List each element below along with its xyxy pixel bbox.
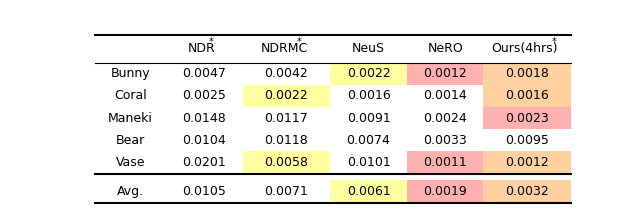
Bar [407,63,483,85]
Text: Coral: Coral [114,89,147,102]
Bar [483,180,571,203]
Text: 0.0042: 0.0042 [264,67,308,80]
Text: 0.0148: 0.0148 [182,112,226,125]
Bar [243,85,330,107]
Text: Ours(4hrs): Ours(4hrs) [492,42,558,55]
Text: Vase: Vase [116,156,145,169]
Text: Bear: Bear [116,134,145,147]
Text: 0.0025: 0.0025 [182,89,227,102]
Text: *: * [552,37,557,47]
Bar [330,63,407,85]
Text: 0.0071: 0.0071 [264,185,308,198]
Bar [243,151,330,174]
Text: *: * [296,37,301,47]
Text: NDRMC: NDRMC [260,42,308,55]
Text: 0.0022: 0.0022 [347,67,390,80]
Bar [407,151,483,174]
Text: NeRO: NeRO [428,42,463,55]
Text: NeuS: NeuS [352,42,385,55]
Text: 0.0104: 0.0104 [182,134,226,147]
Bar [483,107,571,129]
Text: 0.0018: 0.0018 [506,67,549,80]
Text: 0.0014: 0.0014 [423,89,467,102]
Text: 0.0012: 0.0012 [506,156,549,169]
Text: 0.0105: 0.0105 [182,185,227,198]
Text: 0.0201: 0.0201 [182,156,226,169]
Text: 0.0047: 0.0047 [182,67,227,80]
Text: 0.0016: 0.0016 [506,89,549,102]
Text: Maneki: Maneki [108,112,153,125]
Text: 0.0012: 0.0012 [423,67,467,80]
Bar [330,180,407,203]
Bar [483,85,571,107]
Bar [407,180,483,203]
Text: *: * [209,37,213,47]
Text: 0.0058: 0.0058 [264,156,308,169]
Bar [483,151,571,174]
Text: 0.0117: 0.0117 [264,112,308,125]
Text: 0.0091: 0.0091 [347,112,390,125]
Text: 0.0061: 0.0061 [347,185,390,198]
Text: 0.0023: 0.0023 [506,112,549,125]
Text: 0.0016: 0.0016 [347,89,390,102]
Text: 0.0011: 0.0011 [423,156,467,169]
Text: 0.0032: 0.0032 [506,185,549,198]
Text: 0.0019: 0.0019 [423,185,467,198]
Text: 0.0118: 0.0118 [264,134,308,147]
Text: 0.0101: 0.0101 [347,156,390,169]
Text: 0.0095: 0.0095 [506,134,549,147]
Text: Bunny: Bunny [111,67,150,80]
Text: NDR: NDR [188,42,216,55]
Text: 0.0033: 0.0033 [423,134,467,147]
Bar [483,63,571,85]
Text: Avg.: Avg. [117,185,144,198]
Text: 0.0022: 0.0022 [264,89,308,102]
Text: 0.0024: 0.0024 [423,112,467,125]
Text: 0.0074: 0.0074 [347,134,390,147]
